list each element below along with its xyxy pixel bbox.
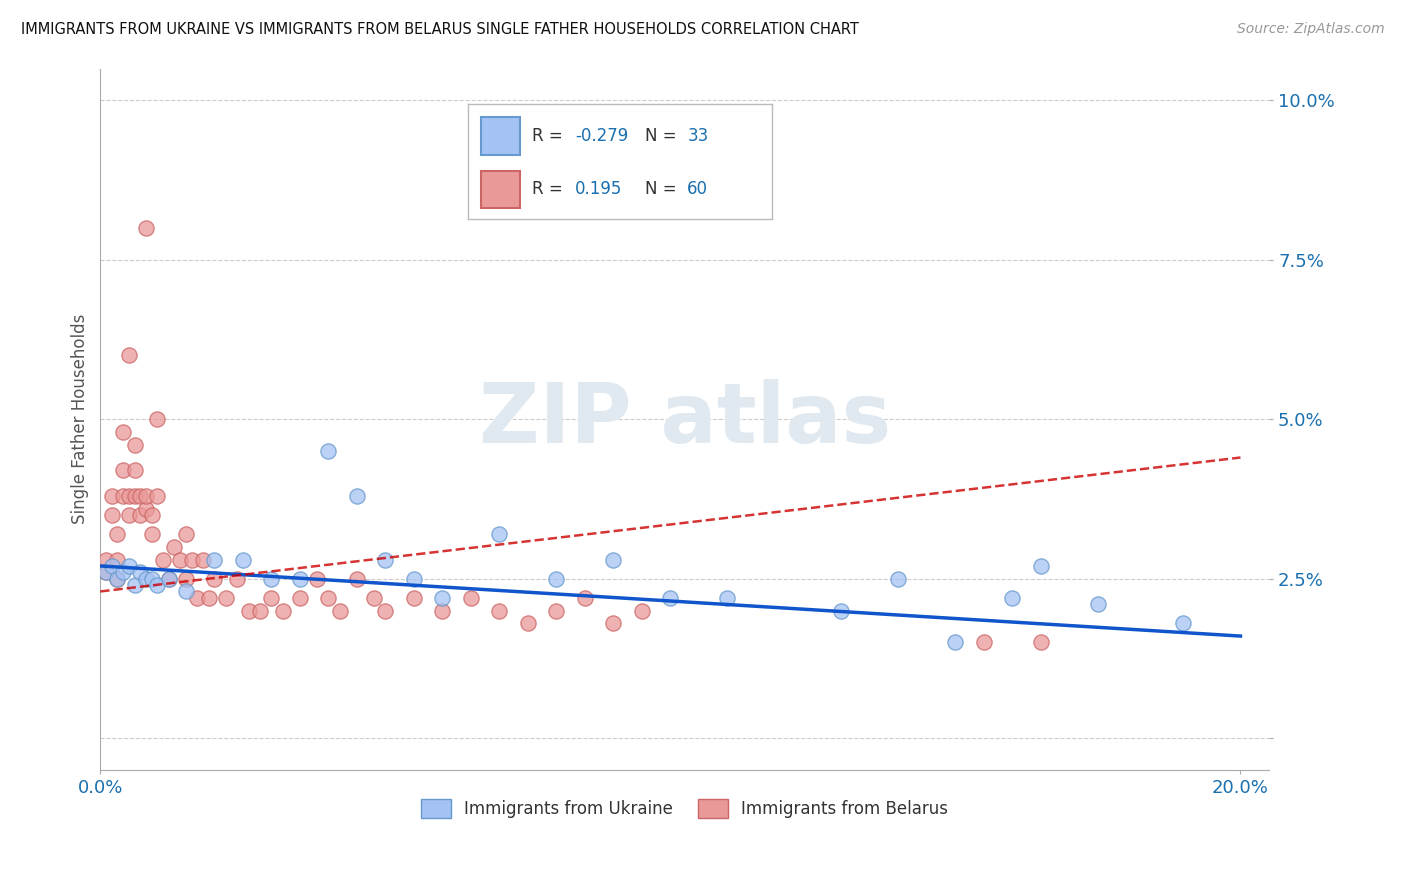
Point: [318, 591, 340, 605]
Point: [118, 558, 141, 573]
Point: [191, 552, 214, 566]
Point: [488, 603, 510, 617]
Point: [602, 616, 624, 631]
Point: [118, 508, 141, 522]
Point: [945, 635, 967, 649]
Point: [574, 591, 596, 605]
Point: [305, 572, 328, 586]
Point: [118, 489, 141, 503]
Point: [460, 591, 482, 605]
Point: [232, 552, 254, 566]
Point: [146, 489, 169, 503]
Legend: Immigrants from Ukraine, Immigrants from Belarus: Immigrants from Ukraine, Immigrants from…: [415, 792, 955, 825]
Point: [174, 584, 197, 599]
Point: [124, 438, 146, 452]
Point: [432, 591, 454, 605]
Point: [271, 603, 294, 617]
Point: [488, 527, 510, 541]
Point: [100, 489, 122, 503]
Point: [141, 572, 163, 586]
Point: [1001, 591, 1024, 605]
Point: [112, 566, 135, 580]
Point: [157, 572, 180, 586]
Point: [346, 572, 368, 586]
Point: [174, 572, 197, 586]
Point: [238, 603, 260, 617]
Point: [141, 508, 163, 522]
Point: [94, 566, 117, 580]
Y-axis label: Single Father Households: Single Father Households: [72, 314, 89, 524]
Point: [631, 603, 654, 617]
Point: [602, 552, 624, 566]
Point: [129, 566, 152, 580]
Point: [100, 558, 122, 573]
Point: [260, 572, 283, 586]
Point: [1029, 635, 1052, 649]
Point: [288, 591, 311, 605]
Point: [546, 572, 568, 586]
Text: ZIP atlas: ZIP atlas: [478, 379, 891, 459]
Point: [135, 221, 157, 235]
Point: [135, 572, 157, 586]
Point: [363, 591, 385, 605]
Point: [180, 552, 202, 566]
Point: [146, 412, 169, 426]
Point: [152, 552, 174, 566]
Point: [112, 463, 135, 477]
Point: [135, 489, 157, 503]
Point: [174, 527, 197, 541]
Point: [169, 552, 191, 566]
Point: [318, 444, 340, 458]
Point: [830, 603, 852, 617]
Point: [260, 591, 283, 605]
Point: [100, 508, 122, 522]
Text: Source: ZipAtlas.com: Source: ZipAtlas.com: [1237, 22, 1385, 37]
Point: [124, 463, 146, 477]
Point: [329, 603, 352, 617]
Point: [135, 501, 157, 516]
Point: [973, 635, 995, 649]
Point: [124, 578, 146, 592]
Point: [197, 591, 219, 605]
Point: [346, 489, 368, 503]
Point: [887, 572, 910, 586]
Point: [118, 349, 141, 363]
Point: [94, 552, 117, 566]
Point: [226, 572, 249, 586]
Point: [288, 572, 311, 586]
Point: [516, 616, 538, 631]
Point: [716, 591, 738, 605]
Point: [107, 572, 129, 586]
Point: [163, 540, 186, 554]
Point: [202, 552, 225, 566]
Point: [659, 591, 682, 605]
Point: [1087, 597, 1109, 611]
Point: [374, 603, 396, 617]
Point: [215, 591, 238, 605]
Point: [129, 489, 152, 503]
Point: [374, 552, 396, 566]
Point: [202, 572, 225, 586]
Point: [112, 425, 135, 439]
Point: [402, 591, 425, 605]
Point: [112, 489, 135, 503]
Point: [1173, 616, 1195, 631]
Point: [107, 552, 129, 566]
Point: [186, 591, 208, 605]
Point: [94, 566, 117, 580]
Point: [129, 508, 152, 522]
Point: [432, 603, 454, 617]
Point: [146, 578, 169, 592]
Point: [1029, 558, 1052, 573]
Point: [249, 603, 271, 617]
Point: [124, 489, 146, 503]
Point: [141, 527, 163, 541]
Point: [107, 572, 129, 586]
Point: [402, 572, 425, 586]
Point: [157, 572, 180, 586]
Point: [107, 527, 129, 541]
Point: [546, 603, 568, 617]
Text: IMMIGRANTS FROM UKRAINE VS IMMIGRANTS FROM BELARUS SINGLE FATHER HOUSEHOLDS CORR: IMMIGRANTS FROM UKRAINE VS IMMIGRANTS FR…: [21, 22, 859, 37]
